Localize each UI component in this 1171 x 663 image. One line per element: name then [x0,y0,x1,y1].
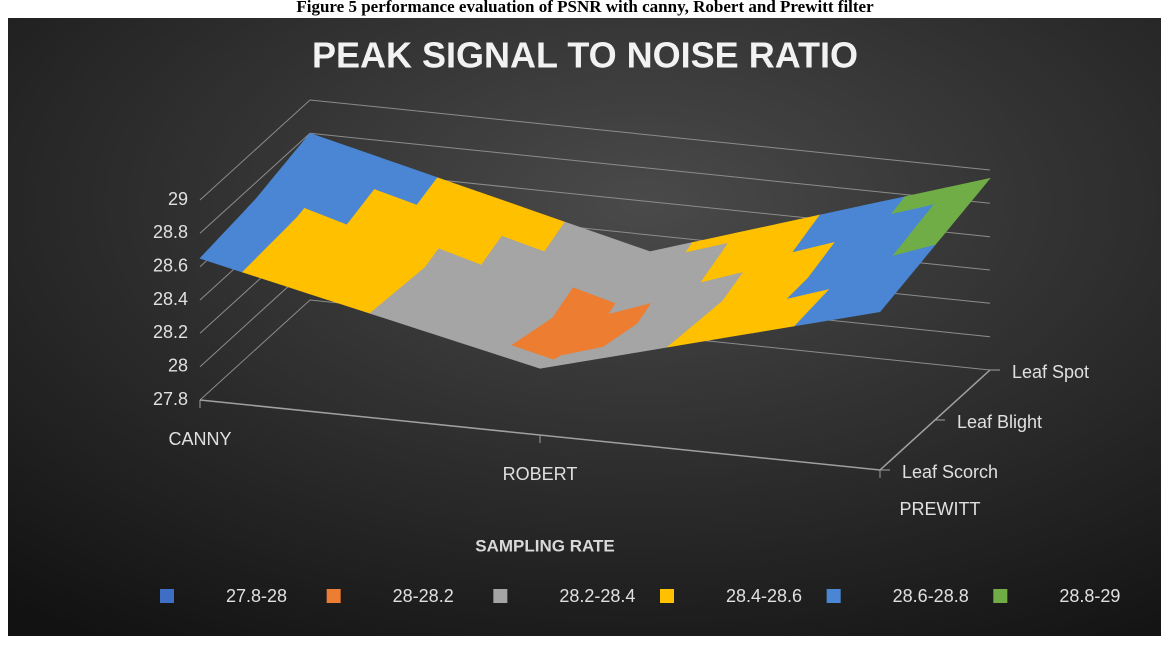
legend-swatch [326,589,341,603]
depth-tick-label: Leaf Scorch [902,462,998,482]
legend-swatch [160,589,174,603]
legend-label: 28.6-28.8 [893,586,969,606]
legend-swatch [493,589,508,603]
legend-label: 28.8-29 [1059,586,1120,606]
grid-line [199,299,991,401]
surface-cell [836,302,888,320]
legend-label: 28.4-28.6 [726,586,802,606]
z-tick-label: 28.2 [153,322,188,342]
depth-tick-label: Leaf Blight [957,412,1042,432]
z-tick-label: 29 [168,189,188,209]
x-tick-label: ROBERT [503,464,578,484]
caption: Figure 5 performance evaluation of PSNR … [296,0,874,16]
chart-title: PEAK SIGNAL TO NOISE RATIO [312,35,858,76]
legend-label: 27.8-28 [226,586,287,606]
x-axis-title: SAMPLING RATE [475,536,614,555]
legend-swatch [660,589,674,603]
z-tick-label: 28 [168,355,188,375]
x-tick-label: CANNY [168,429,231,449]
legend-label: 28-28.2 [393,586,454,606]
depth-tick-label: Leaf Spot [1012,362,1089,382]
legend-swatch [993,589,1008,603]
z-tick-label: 28.4 [153,289,188,309]
grid-line [199,99,991,201]
legend-label: 28.2-28.4 [559,586,635,606]
z-tick-label: 27.8 [153,389,188,409]
x-tick-label: PREWITT [900,499,981,519]
legend-swatch [826,589,841,603]
z-tick-label: 28.8 [153,222,188,242]
z-tick-label: 28.6 [153,255,188,275]
